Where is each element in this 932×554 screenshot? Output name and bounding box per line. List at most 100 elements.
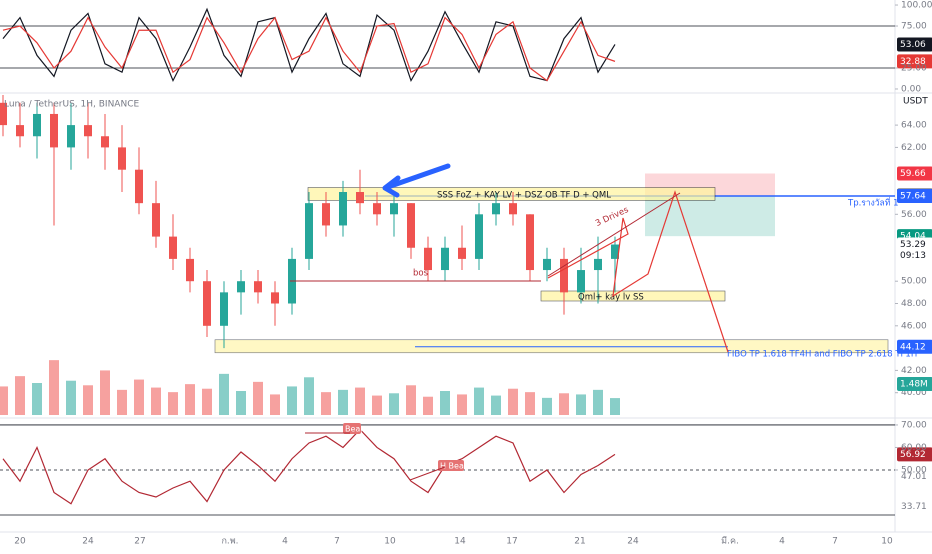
candle-body <box>118 147 126 170</box>
volume-bar <box>219 373 229 415</box>
last-value-bg <box>897 37 932 52</box>
last-value-bg <box>897 447 932 462</box>
last-value-bg <box>897 54 932 69</box>
volume-bar <box>134 379 144 415</box>
volume-bar <box>168 392 178 415</box>
volume-bar <box>0 386 8 415</box>
x-tick-label: 24 <box>82 537 94 547</box>
candle-body <box>220 292 228 326</box>
candle-body <box>424 247 432 271</box>
volume-bar <box>406 385 416 415</box>
candle-body <box>237 281 245 293</box>
drive-line <box>547 192 681 277</box>
x-tick-label: 10 <box>384 537 396 547</box>
last-value: 32.88 <box>900 57 926 67</box>
x-tick-label: 10 <box>881 537 893 547</box>
y-tick-label: 75.00 <box>901 22 927 32</box>
volume-bar <box>253 381 263 415</box>
hbear-line <box>409 466 446 481</box>
y-tick-label: 62.00 <box>901 143 927 153</box>
y-tick-label: 70.00 <box>901 420 927 430</box>
candle-body <box>339 192 347 226</box>
volume-bar <box>117 389 127 415</box>
volume-bar <box>576 394 586 415</box>
y-tick-label: 48.00 <box>901 299 927 309</box>
candle-body <box>458 247 466 259</box>
x-tick-label: 14 <box>454 537 466 547</box>
x-tick-label: 24 <box>627 537 639 547</box>
x-tick-label: 7 <box>832 537 838 547</box>
x-tick-label: 21 <box>574 537 585 547</box>
last-price: 53.29 <box>900 240 926 250</box>
candle-body <box>475 214 483 259</box>
annotation: FIBO TP 1.618 TF4H and FIBO TP 2.618 TF1… <box>727 350 917 360</box>
y-tick-label: 100.00 <box>901 1 932 11</box>
candle-body <box>390 203 398 215</box>
volume-bar <box>83 385 93 415</box>
volume-bar <box>338 389 348 415</box>
volume-bar <box>423 396 433 415</box>
candle-body <box>305 203 313 259</box>
projection-path <box>547 190 729 353</box>
volume-label-bg <box>897 377 932 391</box>
volume-bar <box>15 376 25 415</box>
candle-body <box>169 236 177 259</box>
axes: 53.06 32.88 100.00 75.00 25.00 0.00 64.00 62.00… <box>14 1 932 547</box>
zone-box <box>540 290 726 302</box>
volume-bar <box>542 397 552 415</box>
price-panel: Luna / TetherUS, 1H, BINANCE SSS FoZ + KA… <box>0 95 917 415</box>
candle-body <box>322 203 330 226</box>
rsi-panel: Bear H Bear <box>0 423 895 516</box>
candle-body <box>441 247 449 271</box>
level-label: 57.64 <box>900 192 926 202</box>
candle-body <box>560 258 568 293</box>
line-series <box>2 428 616 505</box>
x-tick-label: 27 <box>134 537 145 547</box>
volume-bar <box>100 370 110 415</box>
candle-body <box>543 258 551 271</box>
annotation: SSS FoZ + KAY LV + DSZ OB TF D + QML <box>437 191 611 201</box>
volume-bar <box>236 391 246 415</box>
chart-title: Luna / TetherUS, 1H, BINANCE <box>4 100 139 110</box>
y-tick-label: 60.00 <box>901 443 927 453</box>
volume-bar <box>457 394 467 415</box>
volume-bar <box>202 388 212 415</box>
volume-bar <box>287 386 297 415</box>
marker-label: 47.01 <box>901 472 927 482</box>
marker-label: 33.71 <box>901 502 927 512</box>
level-label-bg <box>897 189 932 204</box>
x-tick-label: 20 <box>14 537 26 547</box>
candles <box>0 95 895 415</box>
y-tick-label: 64.00 <box>901 121 927 131</box>
volume-bar <box>321 392 331 415</box>
volume-bar <box>508 388 518 415</box>
candle-body <box>152 203 160 237</box>
target-zone <box>645 195 775 237</box>
zone-box <box>307 187 716 201</box>
candle-body <box>50 113 58 148</box>
level-label: 44.12 <box>900 342 926 352</box>
volume-bar <box>389 393 399 415</box>
x-tick-label: มี.ค. <box>721 536 739 547</box>
last-value: 53.06 <box>900 40 926 50</box>
candle-body <box>577 270 585 293</box>
annotation: H Bear <box>440 462 468 471</box>
blue-arrow <box>382 163 451 198</box>
candle-body <box>101 136 109 148</box>
candle-body <box>526 214 534 271</box>
volume-bar <box>474 387 484 415</box>
volume-bar <box>593 389 603 415</box>
y-tick-label: 46.00 <box>901 321 927 331</box>
candle-body <box>0 102 7 126</box>
level-label: 54.04 <box>900 232 926 242</box>
countdown: 09:13 <box>900 251 926 261</box>
candle-body <box>509 203 517 215</box>
line-series <box>2 7 616 83</box>
y-tick-label: 56.00 <box>901 210 927 220</box>
candle-body <box>203 281 211 326</box>
annotation: Qml+ kay lv SS <box>578 293 644 303</box>
y-tick-label: 50.00 <box>901 465 927 475</box>
volume-bar <box>304 377 314 415</box>
candle-body <box>407 203 415 248</box>
